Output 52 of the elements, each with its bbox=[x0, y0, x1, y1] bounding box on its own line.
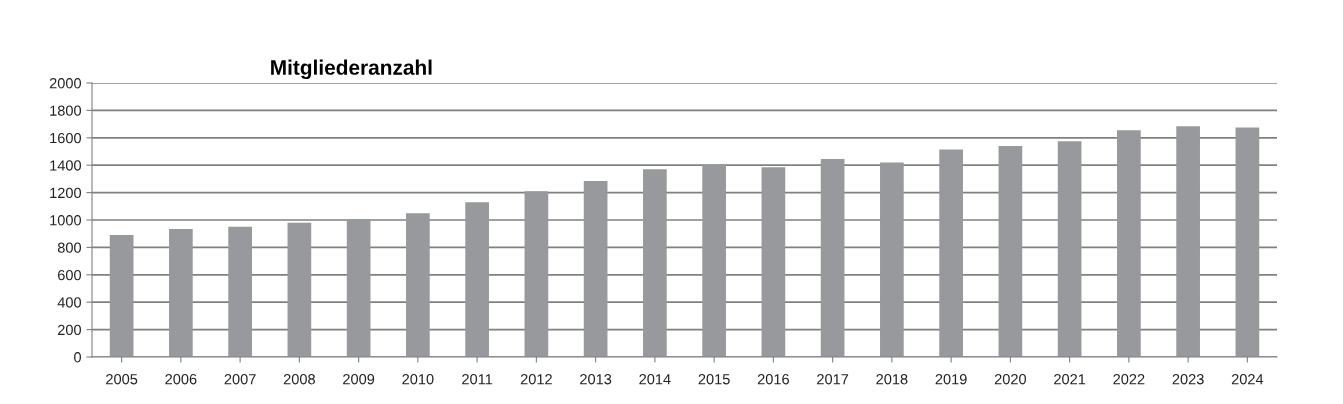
x-tick-label: 2011 bbox=[462, 374, 493, 385]
bar bbox=[583, 180, 608, 357]
x-tick-label: 2013 bbox=[580, 374, 612, 385]
bar bbox=[524, 191, 549, 357]
x-tick-label: 2018 bbox=[876, 374, 908, 385]
bar bbox=[1176, 126, 1200, 357]
y-tick-label: 1600 bbox=[50, 132, 82, 144]
y-tick-label: 1800 bbox=[50, 105, 82, 116]
x-tick-label: 2022 bbox=[1113, 374, 1145, 385]
x-tick-label: 2008 bbox=[283, 374, 315, 385]
bar bbox=[465, 202, 489, 357]
bar bbox=[761, 167, 786, 357]
y-tick-label: 400 bbox=[57, 297, 82, 308]
y-tick-label: 200 bbox=[57, 324, 82, 336]
bar bbox=[880, 162, 904, 357]
bar bbox=[1235, 127, 1260, 357]
x-tick-label: 2014 bbox=[639, 374, 671, 385]
x-tick-label: 2021 bbox=[1054, 374, 1086, 385]
bar bbox=[702, 164, 726, 357]
x-tick-label: 2012 bbox=[520, 374, 552, 385]
y-tick-label: 1000 bbox=[50, 215, 82, 226]
bar bbox=[406, 213, 430, 357]
x-tick-label: 2016 bbox=[757, 374, 789, 385]
y-tick-label: 800 bbox=[57, 242, 82, 253]
x-tick-label: 2020 bbox=[994, 374, 1027, 385]
bar bbox=[820, 159, 845, 357]
bar bbox=[169, 228, 193, 357]
y-tick-label: 1200 bbox=[50, 187, 82, 199]
x-tick-label: 2010 bbox=[402, 374, 434, 385]
y-tick-label: 600 bbox=[57, 269, 82, 281]
x-tick-label: 2006 bbox=[165, 374, 197, 385]
x-tick-label: 2015 bbox=[698, 374, 730, 385]
bar bbox=[346, 219, 371, 357]
bar bbox=[287, 222, 312, 357]
x-tick-label: 2024 bbox=[1231, 374, 1264, 385]
x-tick-label: 2019 bbox=[935, 374, 967, 385]
bar bbox=[998, 146, 1023, 357]
x-tick-label: 2007 bbox=[224, 374, 256, 385]
bar bbox=[228, 226, 252, 357]
x-tick-label: 2009 bbox=[343, 374, 375, 385]
bar bbox=[1117, 130, 1141, 357]
y-tick-label: 2000 bbox=[49, 78, 82, 89]
x-tick-label: 2005 bbox=[106, 374, 138, 385]
x-tick-label: 2023 bbox=[1172, 374, 1204, 385]
bar bbox=[643, 169, 667, 357]
x-tick-label: 2017 bbox=[817, 374, 849, 385]
y-tick-label: 1400 bbox=[50, 160, 82, 171]
bar bbox=[1057, 141, 1082, 357]
bar bbox=[939, 149, 963, 357]
y-tick-label: 0 bbox=[74, 352, 82, 363]
chart-title: Mitgliederanzahl bbox=[271, 59, 432, 80]
bar bbox=[109, 235, 134, 357]
